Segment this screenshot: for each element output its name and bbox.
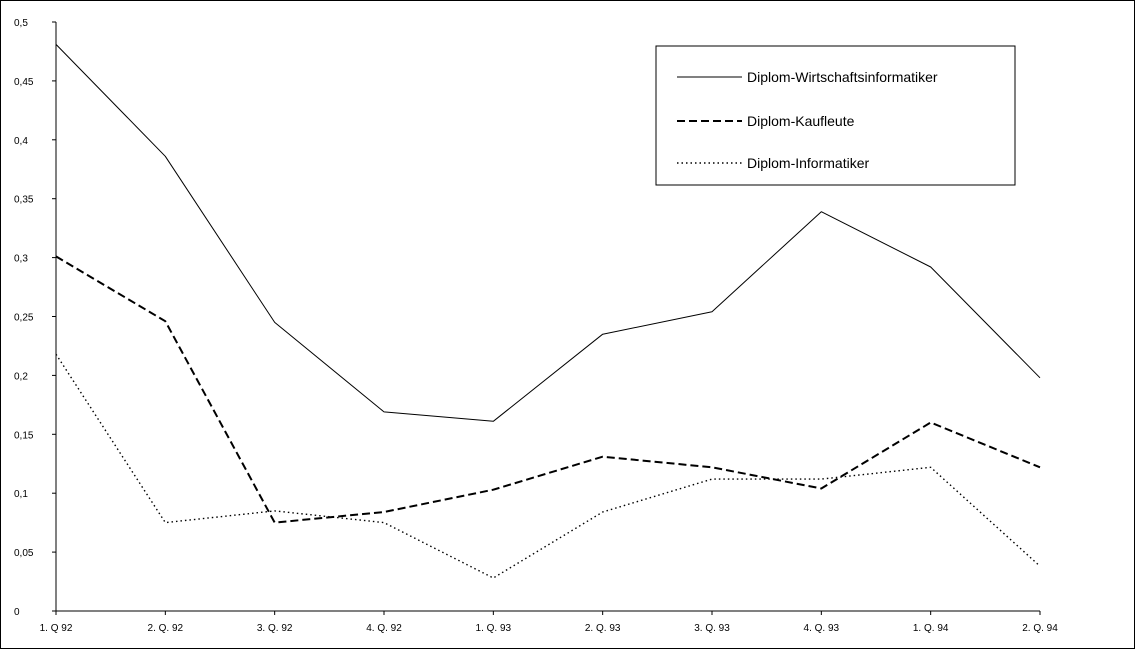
x-tick-label: 4. Q. 92 <box>366 623 402 634</box>
y-tick-label: 0,15 <box>14 430 34 441</box>
x-tick-label: 2. Q. 92 <box>148 623 184 634</box>
y-axis-ticks: 0 0,05 0,1 0,15 0,2 0,25 0,3 0,35 0,4 0,45 0,5 <box>14 18 56 618</box>
y-tick-label: 0,1 <box>14 489 28 500</box>
series-line-1 <box>55 255 1041 524</box>
y-tick-label: 0 <box>14 607 20 618</box>
legend-label-kaufleute: Diplom-Kaufleute <box>747 113 855 129</box>
legend: Diplom-Wirtschaftsinformatiker Diplom-Ka… <box>655 45 1016 186</box>
x-tick-label: 1. Q. 93 <box>476 623 512 634</box>
y-tick-label: 0,4 <box>14 136 28 147</box>
y-tick-label: 0,25 <box>14 313 34 324</box>
series-line-0 <box>55 44 1041 422</box>
x-tick-label: 3. Q. 93 <box>694 623 730 634</box>
legend-box <box>655 45 1016 186</box>
x-tick-label: 3. Q. 92 <box>257 623 293 634</box>
y-tick-label: 0,5 <box>14 18 28 29</box>
y-tick-label: 0,45 <box>14 77 34 88</box>
y-tick-label: 0,35 <box>14 195 34 206</box>
series-lines <box>55 44 1041 579</box>
x-tick-label: 1. Q 92 <box>40 623 73 634</box>
x-tick-label: 2. Q. 93 <box>585 623 621 634</box>
y-tick-label: 0,2 <box>14 371 28 382</box>
y-tick-label: 0,3 <box>14 254 28 265</box>
legend-label-wirtschaftsinformatiker: Diplom-Wirtschaftsinformatiker <box>747 69 938 85</box>
x-tick-label: 1. Q. 94 <box>913 623 949 634</box>
x-axis-ticks: 1. Q 92 2. Q. 92 3. Q. 92 4. Q. 92 1. Q. 93 2… <box>40 611 1058 634</box>
x-tick-label: 2. Q. 94 <box>1022 623 1058 634</box>
y-tick-label: 0,05 <box>14 548 34 559</box>
x-tick-label: 4. Q. 93 <box>804 623 840 634</box>
legend-label-informatiker: Diplom-Informatiker <box>747 155 869 171</box>
